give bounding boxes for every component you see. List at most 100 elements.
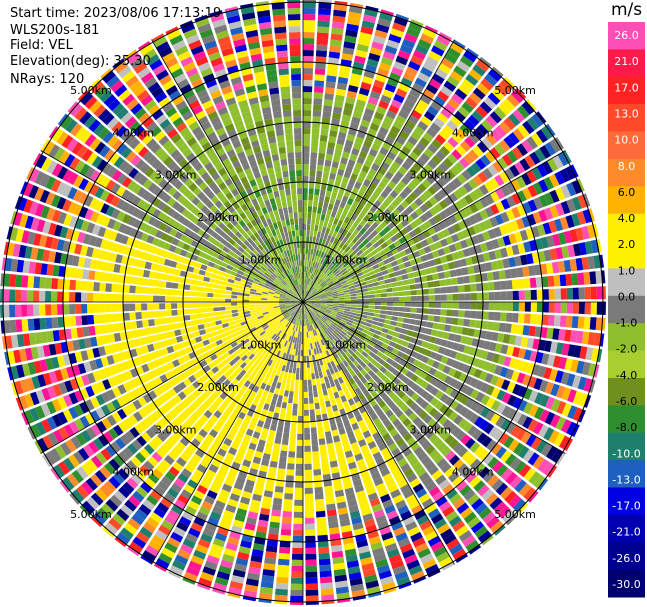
velocity-cell [438, 501, 452, 512]
velocity-cell [210, 195, 219, 204]
velocity-cell [177, 255, 185, 264]
velocity-cell [355, 357, 363, 364]
velocity-cell [326, 75, 337, 83]
velocity-cell [343, 336, 350, 342]
velocity-cell [16, 364, 25, 379]
velocity-cell [261, 323, 268, 329]
velocity-cell [274, 437, 282, 445]
velocity-cell [350, 337, 357, 343]
velocity-cell [500, 486, 513, 500]
velocity-cell [360, 425, 369, 433]
velocity-cell [198, 269, 206, 276]
velocity-cell [333, 337, 340, 344]
velocity-cell [158, 394, 168, 405]
velocity-cell [286, 269, 291, 276]
velocity-cell [262, 220, 269, 228]
velocity-cell [207, 235, 215, 244]
velocity-cell [378, 358, 386, 366]
velocity-cell [301, 338, 303, 344]
velocity-cell [337, 598, 351, 603]
velocity-cell [58, 426, 70, 440]
velocity-cell [133, 171, 144, 183]
velocity-cell [263, 240, 270, 247]
velocity-cell [401, 394, 410, 403]
velocity-cell [258, 251, 265, 258]
velocity-cell [534, 406, 545, 420]
velocity-cell [505, 453, 517, 467]
velocity-cell [350, 583, 365, 592]
velocity-cell [193, 147, 204, 157]
velocity-cell [291, 300, 297, 302]
velocity-cell [490, 443, 502, 455]
velocity-cell [287, 200, 293, 208]
velocity-cell [468, 544, 482, 555]
velocity-cell [102, 131, 115, 144]
velocity-cell [522, 449, 535, 463]
velocity-cell [57, 304, 64, 315]
velocity-cell [338, 389, 345, 397]
velocity-cell [348, 339, 355, 346]
velocity-cell [439, 383, 449, 393]
velocity-cell [508, 494, 522, 508]
velocity-cell [51, 398, 62, 412]
velocity-cell [171, 445, 183, 456]
velocity-cell [130, 473, 143, 485]
velocity-cell [57, 211, 67, 225]
velocity-cell [394, 473, 405, 483]
velocity-cell [386, 357, 394, 365]
velocity-cell [34, 440, 44, 454]
velocity-cell [285, 475, 294, 482]
velocity-cell [268, 291, 275, 295]
velocity-cell [494, 524, 506, 536]
velocity-cell [378, 336, 386, 343]
velocity-cell [322, 324, 328, 330]
velocity-cell [333, 568, 347, 577]
velocity-cell [397, 351, 405, 359]
velocity-cell [314, 315, 320, 321]
velocity-cell [115, 186, 126, 197]
velocity-cell [158, 524, 171, 536]
velocity-cell [410, 570, 425, 581]
velocity-cell [297, 427, 303, 434]
velocity-cell [362, 430, 372, 439]
velocity-cell [289, 249, 293, 256]
velocity-cell [82, 326, 90, 337]
velocity-cell [72, 189, 83, 202]
velocity-cell [410, 426, 420, 437]
velocity-cell [397, 317, 404, 323]
velocity-cell [138, 41, 151, 51]
velocity-cell [262, 377, 269, 385]
velocity-cell [213, 293, 220, 298]
velocity-cell [36, 248, 45, 261]
velocity-cell [154, 563, 167, 572]
velocity-cell [300, 260, 303, 266]
velocity-cell [63, 304, 70, 315]
velocity-cell [482, 302, 489, 310]
velocity-cell [237, 308, 244, 313]
velocity-cell [474, 416, 485, 428]
velocity-cell [320, 352, 325, 359]
velocity-cell [207, 302, 214, 307]
velocity-cell [266, 130, 276, 138]
velocity-cell [372, 317, 380, 322]
velocity-cell [407, 342, 415, 350]
velocity-cell [280, 407, 287, 415]
velocity-cell [207, 287, 214, 293]
velocity-cell [151, 33, 165, 43]
velocity-cell [311, 349, 315, 356]
velocity-cell [285, 134, 293, 141]
velocity-cell [107, 262, 115, 272]
velocity-cell [509, 457, 522, 470]
velocity-cell [323, 312, 330, 317]
velocity-cell [375, 408, 385, 417]
velocity-cell [90, 410, 101, 422]
velocity-cell [293, 116, 302, 123]
velocity-cell [266, 279, 273, 284]
velocity-cell [35, 154, 47, 169]
velocity-cell [339, 362, 346, 370]
velocity-cell [202, 317, 210, 324]
velocity-cell [15, 319, 23, 333]
velocity-cell [37, 374, 47, 388]
velocity-cell [41, 387, 51, 401]
velocity-cell [152, 64, 166, 76]
